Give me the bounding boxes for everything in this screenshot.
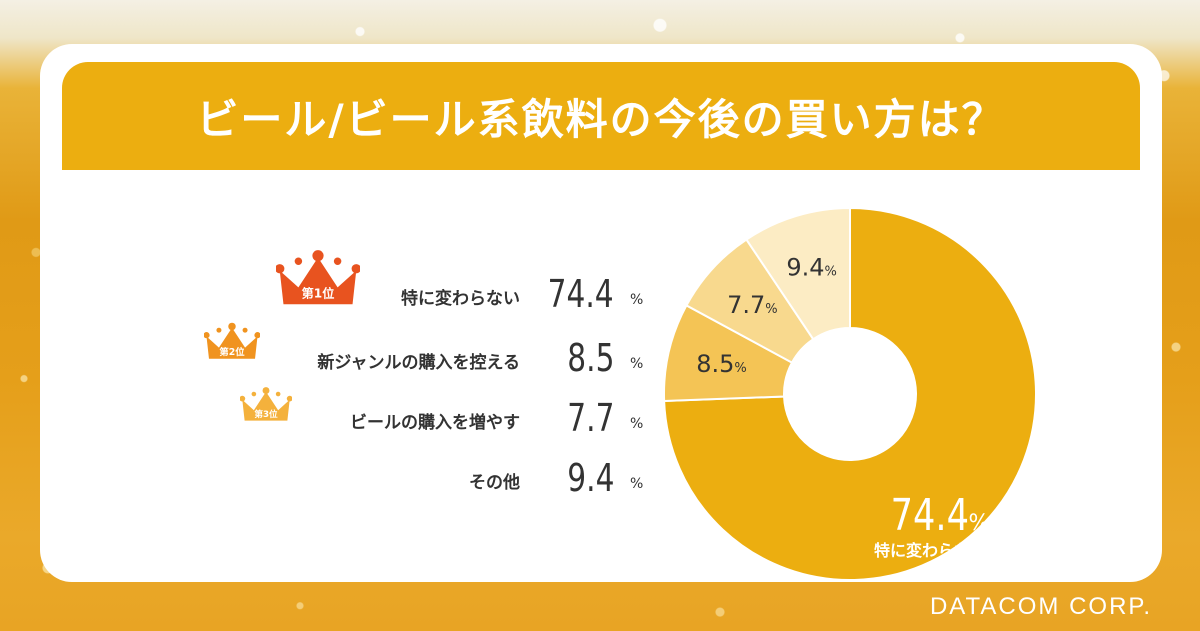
legend-value-3: 7.7 — [566, 396, 614, 440]
rank-label-2: 第2位 — [219, 346, 245, 358]
crown-icon-2: 第2位 — [204, 322, 260, 359]
chart-title: ビール/ビール系飲料の今後の買い方は？ — [196, 94, 1006, 144]
legend-row-3: 第3位 ビールの購入を増やす 7.7 % — [40, 384, 644, 440]
rank-label-1: 第1位 — [302, 286, 335, 301]
legend-label-3: ビールの購入を増やす — [350, 413, 520, 433]
brand-footer: DATACOM CORP. — [929, 593, 1152, 620]
legend-value-1: 74.4 — [548, 272, 614, 316]
legend-value-4: 9.4 — [566, 456, 614, 500]
rank-label-3: 第3位 — [254, 408, 278, 420]
legend-row-1: 第1位 特に変わらない 74.4 % — [40, 250, 643, 316]
highlight-pct: % — [968, 511, 990, 536]
legend-label-2: 新ジャンルの購入を控える — [317, 353, 520, 373]
highlight-value: 74.4 — [890, 490, 969, 541]
donut-chart: 8.5% 7.7% 9.4% 74.4% 特に変わらない — [663, 206, 1037, 581]
legend-value-2: 8.5 — [566, 336, 614, 380]
legend-label-1: 特に変わらない — [401, 289, 520, 309]
donut-slice-1 — [663, 206, 1037, 581]
legend-pct-3: % — [630, 416, 644, 432]
legend-pct-2: % — [630, 356, 644, 372]
highlight-category: 特に変わらない — [873, 541, 986, 560]
title-band: ビール/ビール系飲料の今後の買い方は？ — [62, 62, 1140, 170]
legend-label-4: その他 — [469, 473, 520, 493]
donut-svg: 8.5% 7.7% 9.4% — [663, 206, 1037, 581]
crown-icon-3: 第3位 — [240, 387, 292, 421]
crown-shape — [276, 250, 360, 305]
donut-label-2: 8.5% — [696, 350, 747, 378]
legend-row-2: 第2位 新ジャンルの購入を控える 8.5 % — [40, 320, 644, 380]
highlight-label: 74.4% 特に変わらない — [860, 490, 1000, 561]
legend-row-4: その他 9.4 % — [40, 448, 644, 500]
donut-slice-4 — [745, 206, 851, 341]
legend-pct-1: % — [630, 292, 644, 308]
chart-card: ビール/ビール系飲料の今後の買い方は？ 第1位 特に変わらない 74.4 % — [40, 44, 1162, 582]
donut-label-4: 9.4% — [786, 254, 837, 282]
donut-label-3: 7.7% — [727, 291, 778, 319]
crown-icon-1: 第1位 — [276, 250, 360, 305]
legend-pct-4: % — [630, 476, 644, 492]
